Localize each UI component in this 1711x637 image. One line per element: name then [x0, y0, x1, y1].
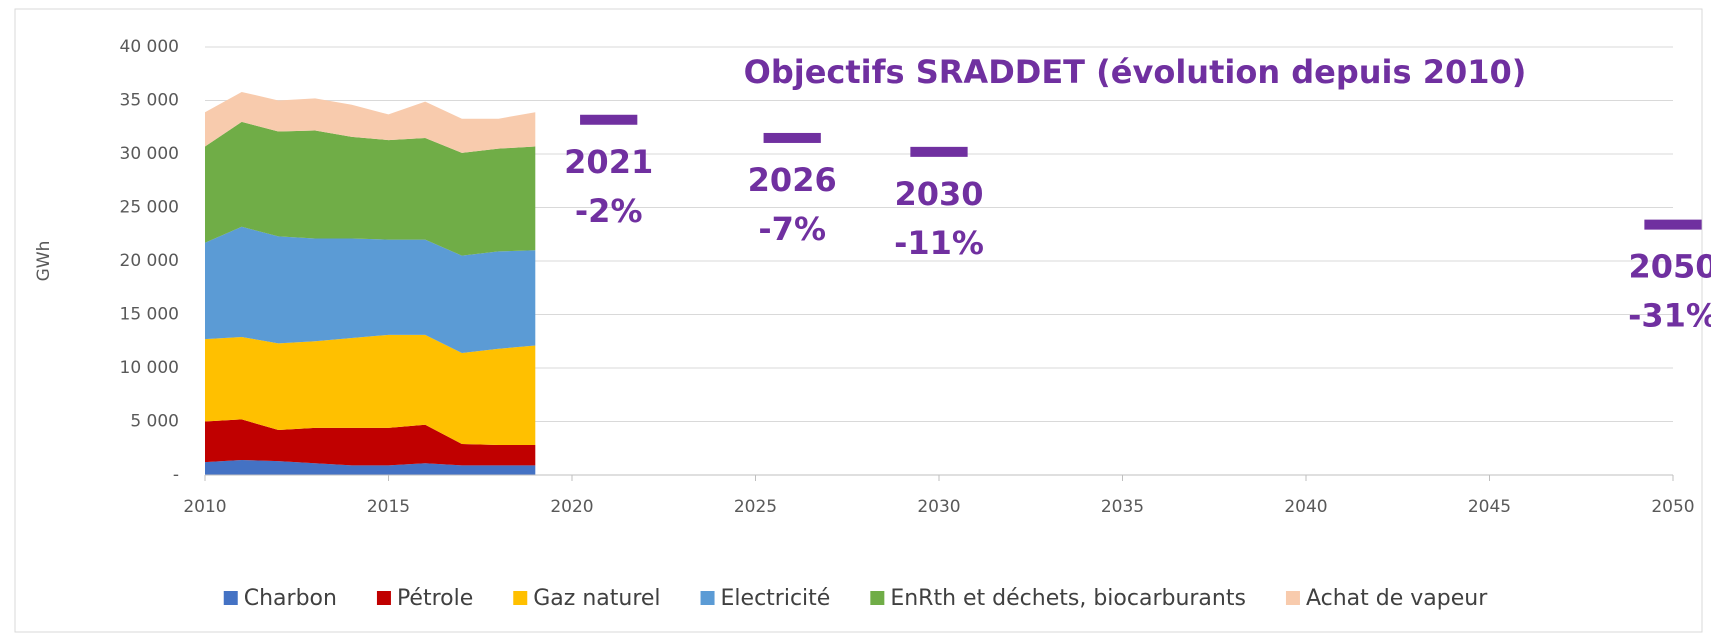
target-year: 2026	[748, 161, 837, 199]
area	[205, 334, 536, 446]
area	[205, 460, 536, 475]
x-tick-label: 2040	[1284, 497, 1327, 517]
x-tick-label: 2030	[917, 497, 960, 517]
target-marker	[580, 114, 638, 125]
legend-swatch	[376, 591, 391, 605]
x-tick-label: 2010	[183, 497, 226, 517]
legend-swatch	[513, 591, 528, 605]
annotation: Objectifs SRADDET (évolution depuis 2010…	[744, 53, 1527, 91]
legend-label: Electricité	[721, 586, 831, 611]
x-tick-label: 2025	[734, 497, 777, 517]
y-tick-label: 25 000	[120, 198, 179, 218]
target-year: 2030	[894, 175, 983, 213]
legend-label: Pétrole	[397, 586, 473, 611]
legend-label: Gaz naturel	[533, 586, 660, 611]
y-tick-label: 40 000	[120, 37, 179, 57]
y-axis-label: GWh	[34, 241, 54, 282]
target-marker	[763, 132, 821, 143]
area	[205, 121, 536, 256]
y-tick-label: -	[173, 465, 179, 485]
legend-label: Charbon	[244, 586, 337, 611]
legend-swatch	[223, 591, 238, 605]
target-marker	[910, 146, 968, 157]
target-change: -2%	[575, 192, 643, 230]
y-tick-label: 35 000	[120, 91, 179, 111]
y-tick-label: 10 000	[120, 358, 179, 378]
area	[205, 226, 536, 354]
target-change: -7%	[758, 210, 826, 248]
x-tick-label: 2050	[1651, 497, 1694, 517]
legend-swatch	[870, 591, 885, 605]
area	[205, 419, 536, 466]
legend-swatch	[700, 591, 715, 605]
legend-label: Achat de vapeur	[1306, 586, 1488, 611]
legend-swatch	[1285, 591, 1300, 605]
y-tick-label: 5 000	[130, 412, 179, 432]
x-tick-label: 2015	[367, 497, 410, 517]
y-tick-label: 20 000	[120, 251, 179, 271]
area	[205, 91, 536, 153]
target-marker	[1644, 219, 1702, 230]
x-tick-label: 2045	[1468, 497, 1511, 517]
target-year: 2050	[1628, 248, 1711, 286]
y-tick-label: 15 000	[120, 305, 179, 325]
x-tick-label: 2035	[1101, 497, 1144, 517]
x-tick-label: 2020	[550, 497, 593, 517]
target-year: 2021	[564, 143, 653, 181]
target-change: -31%	[1628, 297, 1711, 335]
y-tick-label: 30 000	[120, 144, 179, 164]
legend-label: EnRth et déchets, biocarburants	[890, 586, 1246, 611]
target-change: -11%	[894, 224, 984, 262]
